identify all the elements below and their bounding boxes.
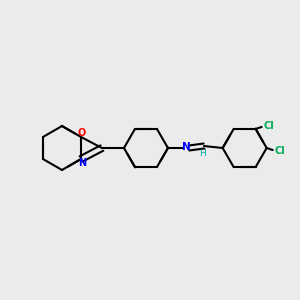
Text: H: H [200, 148, 206, 158]
Text: Cl: Cl [264, 121, 274, 131]
Text: N: N [78, 158, 86, 168]
Text: N: N [182, 142, 190, 152]
Text: O: O [78, 128, 86, 138]
Text: Cl: Cl [275, 146, 285, 156]
